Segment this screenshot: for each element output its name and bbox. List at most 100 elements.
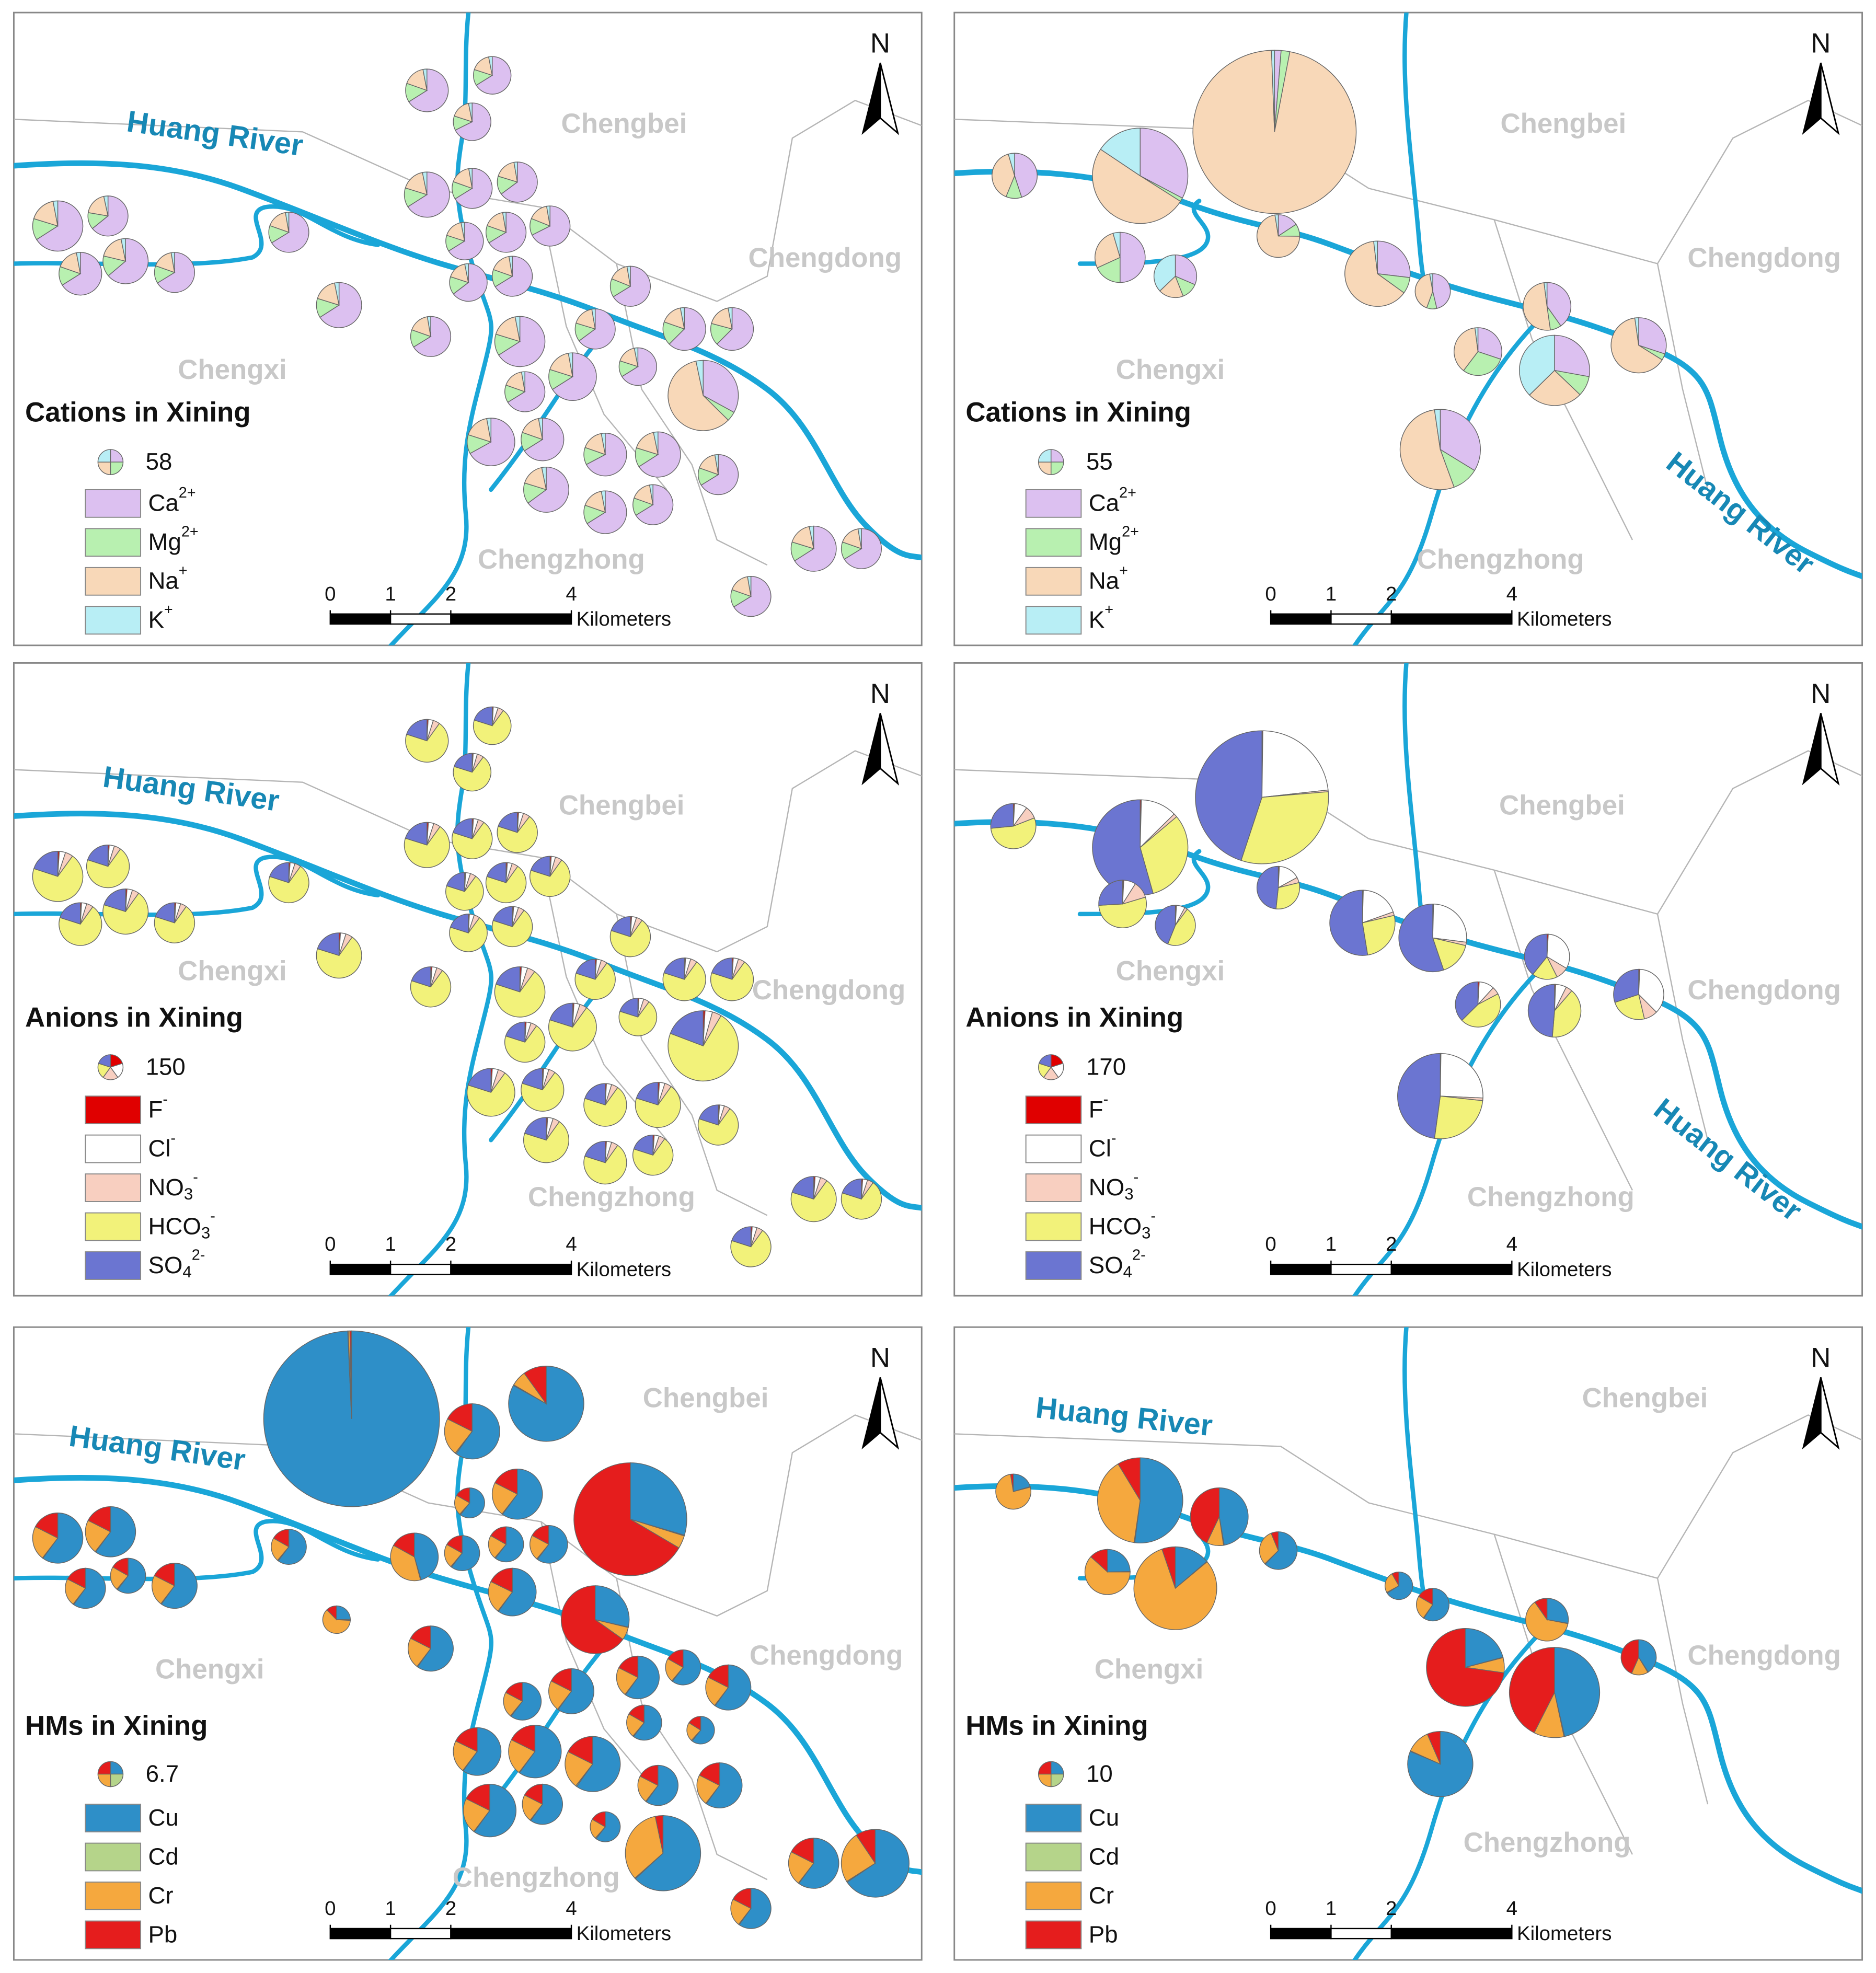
pie-slice — [538, 418, 543, 440]
pie-chart — [1613, 968, 1664, 1020]
legend-symbol — [97, 449, 124, 475]
pie-chart — [59, 252, 102, 296]
pie-slice — [531, 1525, 549, 1545]
scale-bar-label: 1 — [1326, 1897, 1337, 1920]
legend-swatch — [1025, 1095, 1082, 1125]
pie-slice — [417, 1625, 454, 1672]
pie-chart — [268, 862, 309, 903]
pie-chart — [523, 1117, 569, 1163]
scale-bar-segment — [1330, 613, 1392, 625]
legend-symbol — [1038, 449, 1064, 475]
legend-label-sup: 2+ — [1119, 484, 1136, 501]
pie-slice — [1275, 882, 1300, 909]
legend-value: 10 — [1086, 1760, 1113, 1787]
pie-slice — [698, 1762, 720, 1786]
pie-slice — [730, 1230, 772, 1267]
pie-slice — [455, 102, 491, 141]
pie-chart — [445, 872, 484, 911]
legend-swatch — [85, 1920, 142, 1949]
pie-chart — [730, 576, 772, 617]
pie-slice — [565, 1751, 593, 1786]
legend-value: 6.7 — [146, 1760, 179, 1787]
pie-slice — [711, 957, 733, 980]
pie-slice — [1008, 153, 1015, 176]
pie-slice — [672, 1649, 701, 1686]
pie-slice — [1270, 1531, 1279, 1551]
pie-chart — [583, 433, 627, 477]
pie-slice — [474, 1783, 516, 1838]
pie-slice — [1529, 370, 1581, 406]
pie-slice — [567, 1736, 593, 1765]
map-body: ChengbeiChengdongChengxiChengzhongHuang … — [954, 1327, 1862, 1960]
district-label: Chengzhong — [478, 544, 645, 575]
pie-slice — [461, 222, 465, 241]
pie-chart — [548, 352, 597, 401]
pie-slice — [508, 1739, 536, 1773]
pie-chart — [271, 1529, 307, 1565]
scale-bar-label: 0 — [325, 583, 336, 605]
pie-slice — [407, 171, 450, 218]
pie-slice — [406, 68, 428, 91]
pie-slice — [494, 1468, 518, 1495]
pie-slice — [459, 1487, 485, 1519]
pie-chart — [1092, 128, 1189, 224]
pie-slice — [557, 1668, 594, 1714]
legend-slice — [1038, 449, 1052, 463]
pie-chart — [492, 906, 533, 948]
pie-slice — [278, 1529, 307, 1565]
legend-label-sup: - — [1151, 1207, 1156, 1224]
scale-bar-unit: Kilometers — [577, 608, 672, 630]
pie-slice — [576, 959, 596, 980]
pie-chart — [32, 851, 84, 902]
pie-slice — [1638, 968, 1664, 1013]
pie-chart — [452, 818, 493, 859]
pie-slice — [62, 252, 102, 296]
pie-slice — [1634, 317, 1639, 345]
pie-slice — [621, 347, 658, 386]
pie-chart — [452, 168, 493, 209]
legend-label-base: Cr — [1089, 1882, 1114, 1909]
legend-value: 150 — [146, 1053, 186, 1080]
legend-swatch — [85, 1251, 142, 1280]
pie-slice — [531, 205, 571, 247]
pie-slice — [326, 1605, 337, 1621]
pie-slice — [523, 1121, 569, 1163]
pie-slice — [1097, 257, 1121, 283]
pie-slice — [59, 906, 102, 946]
district-label: Chengbei — [1499, 790, 1625, 821]
pie-slice — [504, 1025, 546, 1063]
pie-slice — [732, 1888, 752, 1909]
pie-slice — [990, 803, 1014, 829]
legend-label-base: K — [1089, 606, 1104, 633]
pie-slice — [1192, 50, 1357, 214]
pie-slice — [636, 432, 659, 455]
scale-bar-segment — [389, 613, 452, 625]
pie-chart — [65, 1567, 106, 1609]
scale-bar-label: 1 — [1326, 583, 1337, 605]
pie-slice — [530, 1534, 549, 1560]
pie-chart — [492, 256, 533, 297]
pie-slice — [1523, 282, 1551, 331]
north-arrow-right — [879, 62, 900, 135]
pie-slice — [76, 252, 81, 274]
pie-chart — [583, 1140, 627, 1185]
pie-slice — [611, 916, 631, 938]
pie-slice — [1423, 1588, 1449, 1622]
pie-slice — [1010, 1473, 1014, 1492]
pie-slice — [711, 307, 733, 330]
pie-chart — [626, 1704, 662, 1741]
pie-slice — [170, 252, 175, 273]
legend-label-sub: 3 — [184, 1185, 193, 1203]
legend-slice — [97, 449, 111, 463]
pie-slice — [1432, 903, 1467, 943]
legend-swatch — [85, 1134, 142, 1163]
legend-title: Cations in Xining — [965, 397, 1191, 428]
pie-slice — [1426, 1731, 1441, 1764]
district-label: Chengxi — [1116, 354, 1225, 385]
legend-label-base: Pb — [1089, 1921, 1118, 1947]
pie-slice — [1257, 866, 1279, 909]
pie-slice — [455, 1727, 478, 1752]
pie-slice — [444, 1544, 463, 1567]
pie-slice — [1620, 1639, 1639, 1674]
